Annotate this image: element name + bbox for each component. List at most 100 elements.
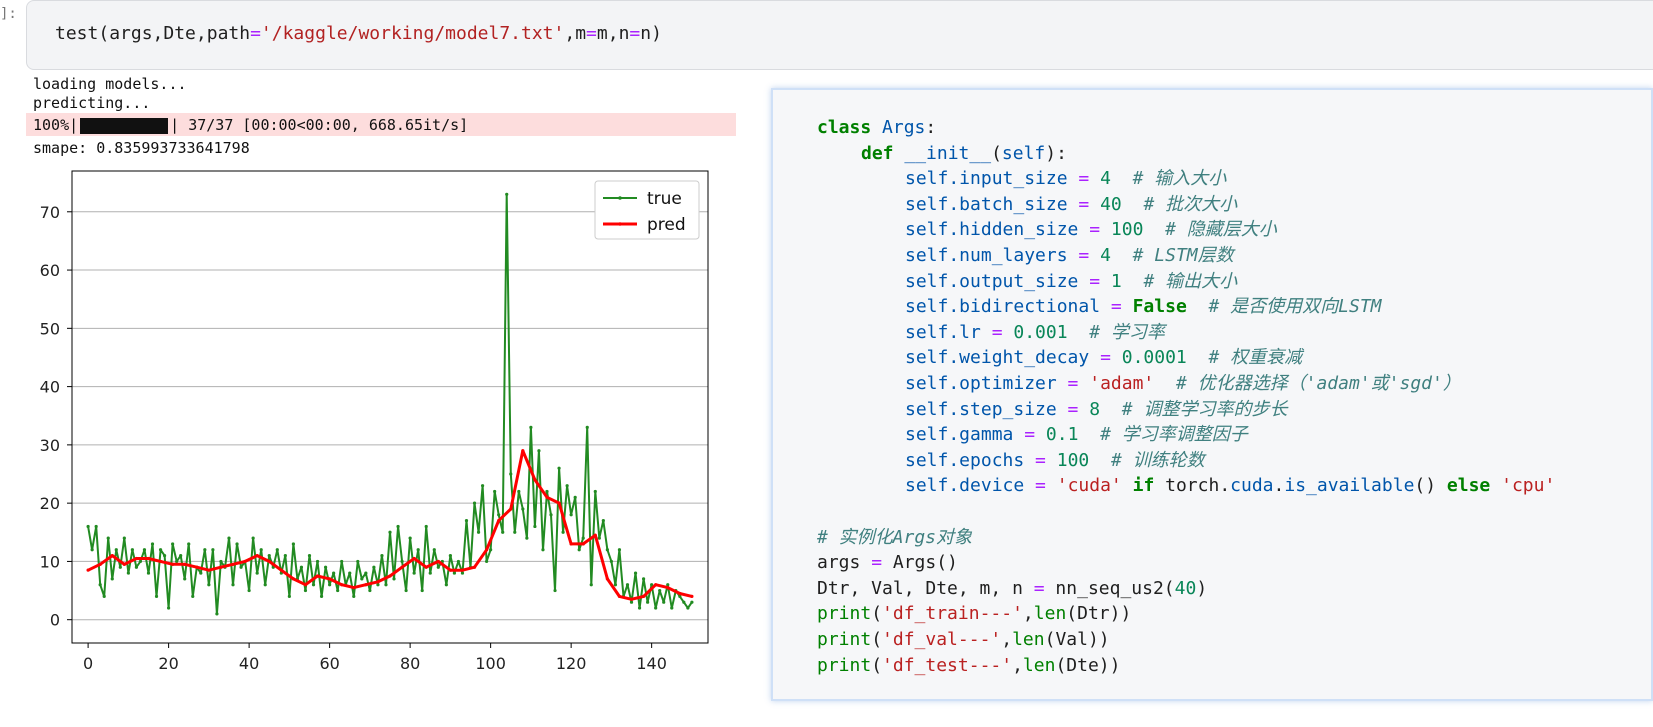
data-point-pred (219, 565, 223, 569)
legend-marker-true (618, 196, 622, 200)
legend-label-pred: pred (647, 215, 686, 235)
data-point-true (557, 466, 561, 470)
data-point-true (662, 600, 666, 604)
y-tick-label: 70 (40, 203, 60, 222)
data-point-true (452, 571, 457, 575)
data-point-true (601, 519, 605, 523)
data-point-true (553, 588, 557, 593)
data-point-true (625, 583, 630, 587)
code-panel-line: self.lr = 0.001 # 学习率 (905, 321, 1165, 343)
data-point-pred (545, 495, 549, 499)
data-point-pred (424, 565, 428, 569)
line-chart: 0 10 20 30 40 50 60 70 0 20 40 60 80 100 120 140 true pre… (40, 170, 709, 673)
data-point-true (247, 588, 251, 593)
y-tick-label: 40 (40, 378, 60, 397)
data-point-pred (654, 583, 658, 587)
data-point-true (480, 484, 485, 488)
data-point-true (420, 588, 424, 593)
data-point-true (654, 606, 658, 610)
data-point-true (360, 577, 364, 581)
code-panel-line: self.epochs = 100 # 训练轮数 (905, 449, 1205, 471)
legend-label-true: true (647, 189, 682, 209)
code-cell-input[interactable]: test(args,Dte,path='/kaggle/working/mode… (26, 0, 1653, 70)
data-point-true (521, 507, 525, 511)
data-point-pred (110, 553, 114, 558)
data-point-true (219, 559, 223, 564)
data-point-true (489, 548, 493, 552)
code-panel-line: print('df_val---',len(Val)) (817, 629, 1110, 650)
data-point-pred (267, 559, 271, 564)
x-tick-label: 60 (319, 654, 339, 673)
data-point-true (231, 583, 235, 587)
data-point-pred (86, 568, 90, 572)
data-point-true (428, 571, 432, 575)
code-panel-line: print('df_test---',len(Dte)) (817, 654, 1121, 676)
progress-suffix: | 37/37 [00:00<00:00, 668.65it/s] (170, 116, 469, 134)
data-point-pred (678, 591, 682, 596)
data-point-true (493, 489, 497, 494)
data-point-pred (352, 586, 356, 590)
data-point-pred (569, 542, 573, 546)
data-point-true (605, 548, 609, 552)
data-point-true (609, 559, 613, 564)
output-smape: smape: 0.835993733641798 (33, 139, 250, 157)
data-point-true (412, 571, 416, 575)
code-panel-line: self.optimizer = 'adam' # 优化器选择（'adam'或'… (905, 373, 1461, 394)
data-point-true (118, 565, 122, 569)
data-point-true (682, 600, 686, 604)
data-point-true (529, 425, 533, 429)
data-point-true (150, 542, 155, 546)
data-point-true (348, 571, 352, 575)
output-loading: loading models... (33, 75, 187, 93)
data-point-true (94, 524, 98, 529)
data-point-true (376, 583, 380, 587)
data-point-true (323, 565, 328, 569)
data-point-true (690, 600, 694, 604)
x-tick-label: 0 (83, 654, 93, 673)
data-point-true (444, 583, 448, 587)
y-tick-label: 0 (50, 611, 60, 630)
data-point-true (589, 583, 593, 587)
data-point-true (154, 594, 159, 598)
x-tick-label: 80 (400, 654, 420, 673)
data-point-true (670, 606, 674, 610)
data-point-true (259, 548, 263, 552)
progress-fill (80, 117, 169, 134)
x-tick-label: 40 (239, 654, 259, 673)
data-point-pred (533, 478, 537, 482)
data-point-true (392, 577, 396, 581)
data-point-true (162, 553, 167, 558)
data-point-pred (388, 574, 392, 578)
code-panel-line: self.device = 'cuda' if torch.cuda.is_av… (905, 475, 1556, 497)
data-point-true (102, 594, 106, 598)
data-point-true (255, 571, 259, 575)
data-point-true (561, 530, 565, 534)
data-point-true (573, 495, 577, 499)
code-panel-line: print('df_train---',len(Dtr)) (817, 603, 1132, 625)
data-point-true (283, 553, 287, 558)
data-point-true (436, 565, 440, 569)
data-point-true (179, 553, 183, 558)
cell-prompt: ]: (0, 6, 17, 22)
data-point-pred (122, 562, 126, 566)
data-point-true (686, 606, 690, 610)
data-point-true (251, 536, 255, 540)
data-point-true (171, 542, 175, 546)
data-point-true (505, 192, 509, 196)
data-point-true (207, 583, 211, 587)
code-panel-line: def __init__(self): (861, 142, 1067, 164)
data-point-pred (291, 577, 295, 581)
data-point-pred (521, 449, 525, 453)
data-point-true (372, 565, 376, 569)
data-point-true (541, 548, 545, 552)
code-panel-line: self.batch_size = 40 # 批次大小 (905, 193, 1238, 215)
data-point-pred (593, 533, 597, 537)
data-point-true (509, 472, 513, 476)
data-point-true (569, 513, 573, 517)
y-tick-label: 20 (40, 494, 60, 513)
data-point-true (106, 536, 110, 540)
data-point-pred (146, 556, 151, 561)
data-point-true (98, 583, 102, 587)
data-point-true (577, 548, 581, 552)
x-tick-label: 120 (556, 654, 587, 673)
